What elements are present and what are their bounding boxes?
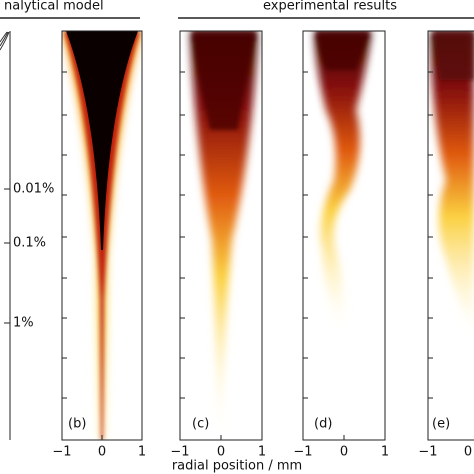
panel-a: 0.01% 0.1% 1% xyxy=(0,31,54,440)
x-tick-label: 0 xyxy=(340,445,348,460)
scale-label: 0.1% xyxy=(13,236,46,251)
panel-label: (b) xyxy=(68,417,86,432)
panel-label: (e) xyxy=(432,417,450,432)
heatmap xyxy=(430,31,474,340)
panel-label: (c) xyxy=(192,417,209,432)
x-tick-label: −1 xyxy=(170,445,189,460)
frames xyxy=(61,30,474,441)
x-axis-label: radial position / mm xyxy=(172,459,302,474)
x-tick-label: 1 xyxy=(258,445,266,460)
x-tick-label: 0 xyxy=(217,445,225,460)
x-tick-label: −1 xyxy=(418,445,437,460)
x-tick-label: 0 xyxy=(464,445,472,460)
heatmap xyxy=(314,31,372,330)
header-left: nalytical model xyxy=(4,0,104,14)
heatmap xyxy=(62,31,142,440)
x-tick-label: 0 xyxy=(98,445,106,460)
x-tick-label: 1 xyxy=(381,445,389,460)
panel-label: (d) xyxy=(314,417,332,432)
header-right: experimental results xyxy=(263,0,397,14)
x-tick-label: −1 xyxy=(293,445,312,460)
x-tick-label: −1 xyxy=(52,445,71,460)
scale-label: 0.01% xyxy=(13,182,54,197)
x-tick-label: 1 xyxy=(138,445,146,460)
scale-label: 1% xyxy=(13,316,34,331)
heatmap xyxy=(190,31,258,440)
